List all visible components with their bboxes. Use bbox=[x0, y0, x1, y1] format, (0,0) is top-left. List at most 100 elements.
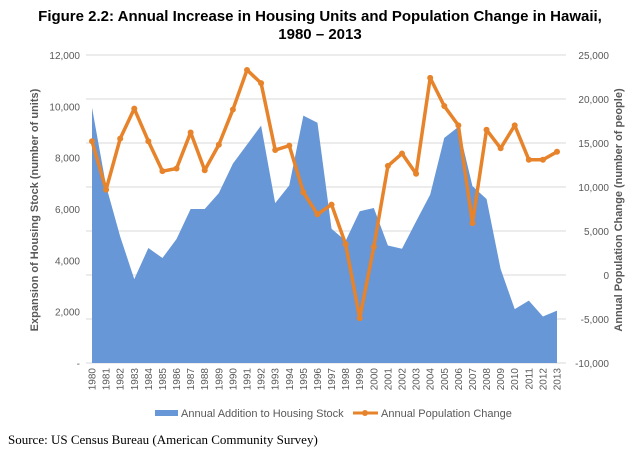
population-point bbox=[187, 129, 194, 136]
population-point bbox=[356, 315, 363, 322]
left-tick-label: 8,000 bbox=[55, 154, 80, 165]
population-point bbox=[145, 138, 152, 145]
x-tick-label: 2005 bbox=[440, 368, 451, 391]
population-point bbox=[399, 150, 405, 157]
population-line-series bbox=[89, 66, 560, 322]
x-tick-label: 1995 bbox=[299, 368, 310, 391]
x-tick-label: 2013 bbox=[553, 368, 564, 391]
right-tick-label: 5,000 bbox=[584, 227, 609, 238]
population-point bbox=[525, 156, 532, 163]
x-tick-label: 2006 bbox=[454, 368, 465, 391]
population-point bbox=[314, 211, 321, 218]
left-tick-label: 4,000 bbox=[55, 256, 80, 267]
left-tick-label: 2,000 bbox=[55, 308, 80, 319]
title-line-2: 1980 – 2013 bbox=[278, 26, 362, 43]
population-point bbox=[441, 103, 448, 110]
right-tick-label: 15,000 bbox=[578, 139, 609, 150]
x-tick-label: 2012 bbox=[538, 368, 549, 391]
population-point bbox=[342, 241, 349, 248]
legend-label-housing: Annual Addition to Housing Stock bbox=[181, 408, 344, 420]
left-axis-label: Expansion of Housing Stock (number of un… bbox=[29, 88, 41, 331]
title-line-1: Figure 2.2: Annual Increase in Housing U… bbox=[38, 8, 602, 25]
x-tick-label: 1999 bbox=[355, 368, 366, 391]
population-point bbox=[455, 122, 462, 129]
source-note: Source: US Census Bureau (American Commu… bbox=[8, 432, 318, 447]
x-tick-label: 2011 bbox=[524, 368, 535, 390]
population-point bbox=[539, 156, 546, 163]
x-tick-label: 1986 bbox=[172, 368, 183, 391]
right-axis-label: Annual Population Change (number of peop… bbox=[613, 88, 625, 332]
right-tick-label: 20,000 bbox=[578, 95, 609, 106]
population-point bbox=[469, 220, 476, 227]
right-tick-label: 25,000 bbox=[578, 51, 609, 62]
x-tick-label: 2010 bbox=[510, 368, 521, 391]
left-tick-label: - bbox=[77, 359, 80, 370]
right-tick-label: -5,000 bbox=[581, 315, 610, 326]
x-tick-label: 1992 bbox=[257, 368, 268, 391]
x-tick-label: 1988 bbox=[200, 368, 211, 391]
x-tick-label: 1990 bbox=[228, 368, 239, 391]
x-tick-label: 2002 bbox=[398, 368, 409, 391]
chart-title: Figure 2.2: Annual Increase in Housing U… bbox=[0, 8, 640, 44]
x-tick-label: 2003 bbox=[412, 368, 423, 391]
left-axis-ticks: - 2,000 4,000 6,000 8,000 10,000 12,000 bbox=[49, 51, 80, 370]
population-point bbox=[497, 145, 504, 152]
x-tick-label: 2008 bbox=[482, 368, 493, 391]
population-point bbox=[159, 168, 166, 175]
x-tick-label: 1991 bbox=[243, 368, 254, 391]
x-tick-label: 1981 bbox=[102, 368, 113, 391]
population-point bbox=[286, 142, 293, 149]
left-tick-label: 10,000 bbox=[49, 102, 80, 113]
legend: Annual Addition to Housing Stock Annual … bbox=[155, 408, 512, 420]
population-point bbox=[244, 66, 250, 73]
x-tick-label: 2007 bbox=[468, 368, 479, 391]
legend-swatch-housing bbox=[155, 410, 178, 416]
x-tick-label: 1984 bbox=[144, 368, 155, 391]
population-point bbox=[554, 148, 560, 155]
population-point bbox=[131, 105, 138, 112]
population-point bbox=[103, 186, 110, 193]
population-point bbox=[511, 122, 518, 129]
population-point bbox=[370, 243, 377, 250]
population-point bbox=[483, 126, 490, 133]
population-point bbox=[328, 201, 335, 208]
population-point bbox=[258, 80, 265, 87]
right-tick-label: 10,000 bbox=[578, 183, 609, 194]
housing-area bbox=[92, 107, 557, 363]
population-point bbox=[229, 106, 236, 113]
population-point bbox=[413, 170, 420, 177]
population-point bbox=[384, 162, 391, 169]
x-tick-label: 1985 bbox=[158, 368, 169, 391]
population-line bbox=[90, 68, 558, 320]
x-tick-label: 1987 bbox=[186, 368, 197, 391]
left-tick-label: 12,000 bbox=[49, 51, 80, 62]
population-point bbox=[201, 167, 208, 174]
x-tick-label: 2001 bbox=[383, 368, 394, 391]
x-tick-label: 1983 bbox=[130, 368, 141, 391]
population-point bbox=[272, 147, 279, 154]
x-tick-label: 1989 bbox=[214, 368, 225, 391]
x-axis-ticks: 1980 1981 1982 1983 1984 1985 1986 1987 1988 1989… bbox=[88, 368, 564, 391]
legend-marker-population bbox=[362, 410, 368, 416]
population-point bbox=[89, 138, 95, 145]
population-point bbox=[173, 165, 180, 172]
x-tick-label: 2004 bbox=[426, 368, 437, 391]
population-point bbox=[117, 135, 124, 142]
legend-label-population: Annual Population Change bbox=[381, 408, 512, 420]
x-tick-label: 1998 bbox=[341, 368, 352, 391]
right-axis-ticks: -10,000 -5,000 0 5,000 10,000 15,000 20,000 25,… bbox=[575, 51, 609, 370]
population-point bbox=[300, 189, 307, 196]
right-tick-label: 0 bbox=[603, 271, 609, 282]
population-point bbox=[427, 74, 434, 81]
x-tick-label: 1997 bbox=[327, 368, 338, 391]
x-tick-label: 1994 bbox=[285, 368, 296, 391]
x-tick-label: 2009 bbox=[496, 368, 507, 391]
left-tick-label: 6,000 bbox=[55, 205, 80, 216]
x-tick-label: 2000 bbox=[369, 368, 380, 391]
right-tick-label: -10,000 bbox=[575, 359, 609, 370]
housing-area-series bbox=[92, 107, 557, 363]
x-tick-label: 1982 bbox=[116, 368, 127, 391]
population-point bbox=[215, 141, 222, 148]
x-tick-label: 1996 bbox=[313, 368, 324, 391]
